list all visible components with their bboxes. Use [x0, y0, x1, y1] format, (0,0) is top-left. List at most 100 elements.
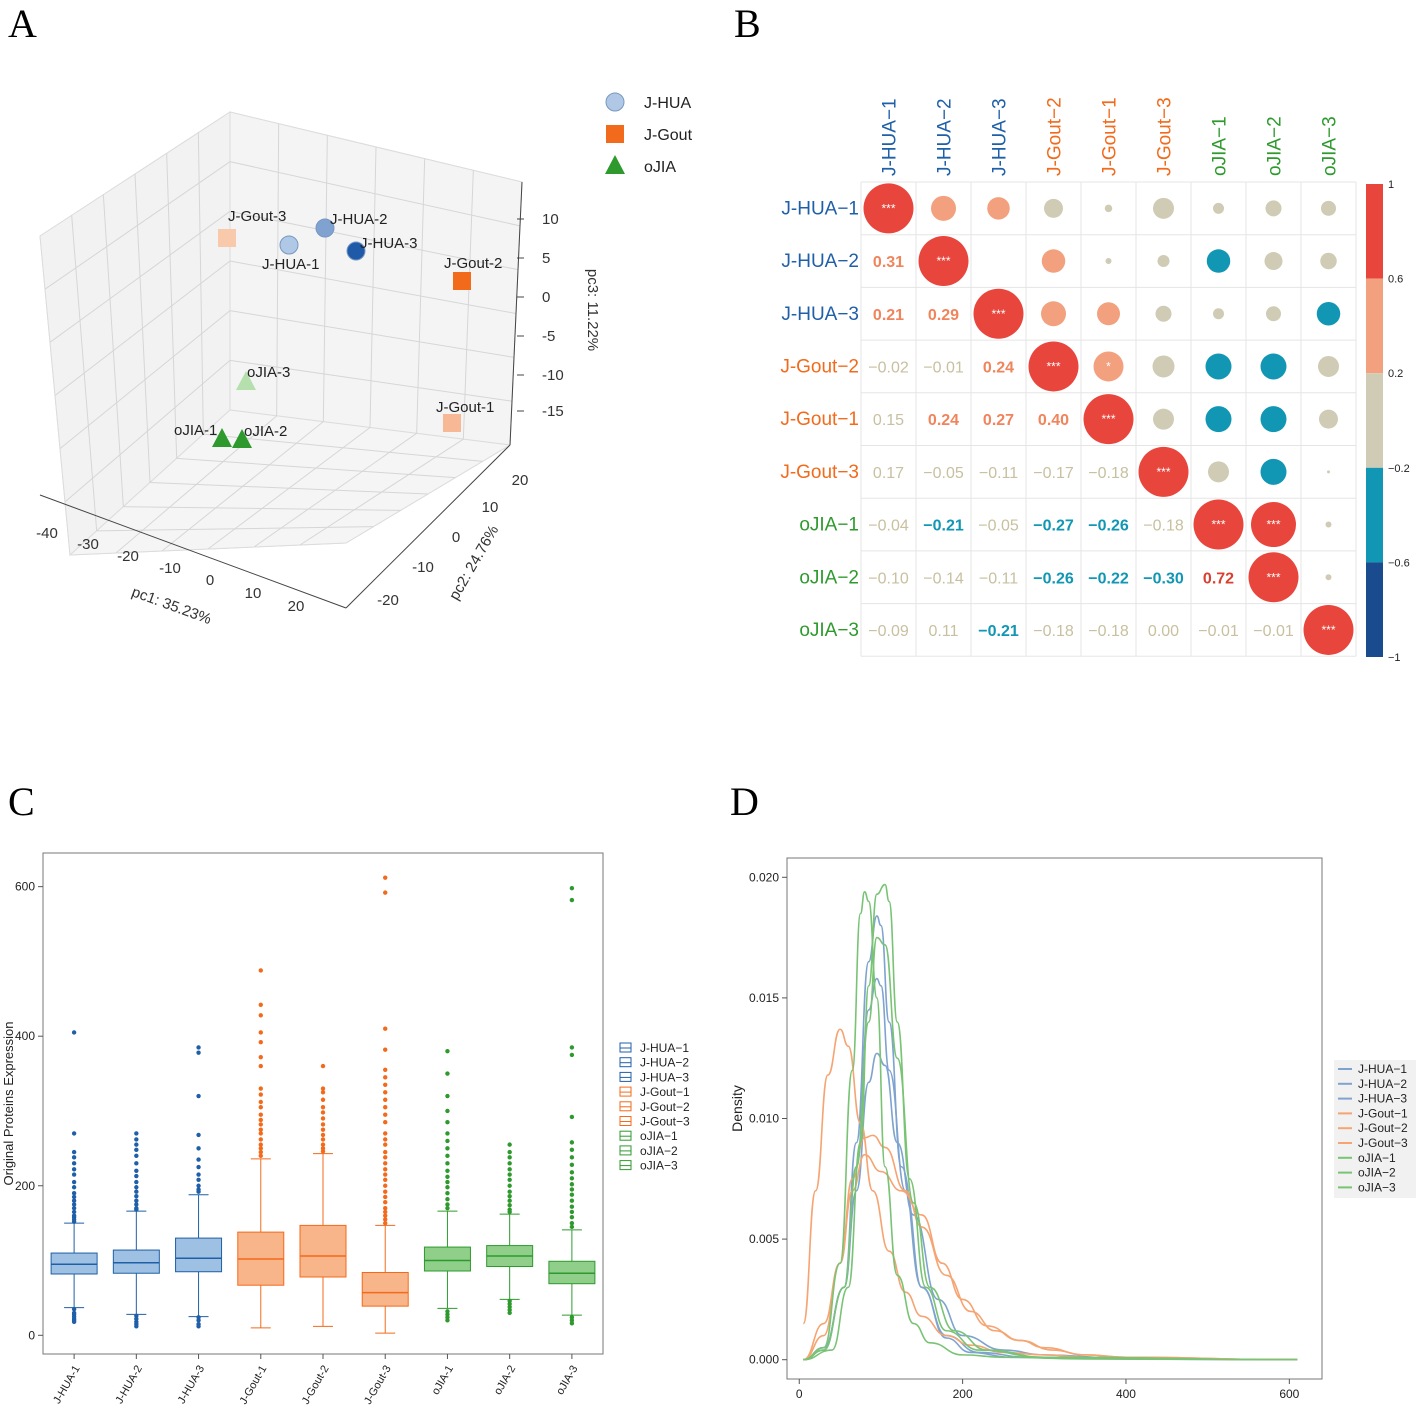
- box-outlier: [134, 1153, 139, 1159]
- pca-z-axis: [509, 181, 523, 446]
- corr-circle: [1325, 574, 1332, 581]
- pca-z-tick: 10: [542, 211, 559, 228]
- box-y-tick: 600: [15, 880, 35, 894]
- corr-row-label: oJIA−3: [799, 620, 859, 641]
- corr-value: 0.24: [983, 359, 1014, 376]
- box-outlier: [258, 968, 263, 973]
- density-legend-label: J-HUA−1: [1358, 1062, 1407, 1076]
- density-line: [803, 1052, 1298, 1361]
- box-outlier: [507, 1177, 512, 1182]
- corr-circle: [1041, 301, 1066, 327]
- box-y-label: Original Proteins Expression: [1, 1021, 16, 1185]
- corr-circle: [1266, 306, 1281, 322]
- legend-label: J-Gout: [644, 127, 693, 144]
- box-outlier: [383, 1194, 388, 1200]
- pca-point-label: J-HUA-1: [262, 256, 320, 273]
- box-outlier: [71, 1209, 77, 1215]
- pca-z-tick: -10: [542, 367, 564, 384]
- corr-circle: [1251, 502, 1296, 548]
- box-outlier: [383, 1161, 388, 1166]
- pca-grid-line: [203, 433, 483, 462]
- corr-row-label: oJIA−1: [799, 515, 859, 536]
- legend-marker-jgout: [606, 125, 624, 143]
- box-outlier: [71, 1131, 77, 1136]
- corr-value: −0.26: [1088, 518, 1129, 535]
- box-outlier: [445, 1185, 450, 1190]
- box-outlier: [383, 1189, 388, 1194]
- box-outlier: [196, 1183, 201, 1188]
- density-legend-label: oJIA−1: [1358, 1151, 1396, 1165]
- box-outlier: [258, 1002, 263, 1007]
- colorbar-tick: 0.2: [1388, 368, 1403, 380]
- corr-value: −0.11: [979, 570, 1018, 587]
- box-outlier: [383, 1119, 388, 1125]
- box-outlier: [569, 1155, 575, 1160]
- corr-row-label: J-HUA−2: [781, 251, 859, 272]
- pca-legend: J-HUA J-Gout oJIA: [605, 92, 693, 176]
- box-outlier: [134, 1207, 139, 1212]
- box-legend-key: [619, 1057, 632, 1068]
- density-y-tick: 0.010: [749, 1112, 779, 1126]
- box-outlier: [134, 1142, 139, 1147]
- corr-col-label: oJIA−2: [1265, 116, 1286, 176]
- box-outlier: [445, 1093, 450, 1099]
- box-outlier: [320, 1105, 326, 1110]
- box-outlier: [196, 1146, 201, 1151]
- box-legend-label: oJIA−1: [640, 1129, 678, 1143]
- box-outlier: [71, 1167, 77, 1172]
- pca-x-tick: 10: [245, 585, 262, 602]
- corr-value: −0.01: [923, 359, 964, 376]
- box-outlier: [71, 1219, 77, 1224]
- box-outlier: [383, 1172, 388, 1177]
- corr-value: −0.18: [1033, 623, 1074, 640]
- box-outlier: [383, 1067, 388, 1073]
- corr-circle: [1264, 252, 1283, 271]
- pca-y-tick: 20: [512, 472, 529, 489]
- corr-circle: [1152, 355, 1175, 378]
- corr-col-label: J-HUA−1: [880, 98, 901, 176]
- corr-value: 0.17: [873, 465, 904, 482]
- box-outlier: [71, 1202, 77, 1207]
- box-x-tick: oJIA-1: [430, 1364, 456, 1398]
- corr-row-label: J-Gout−1: [780, 409, 859, 430]
- corr-circle: [1093, 351, 1124, 382]
- colorbar-tick: −0.6: [1388, 557, 1410, 569]
- corr-value: −0.18: [1143, 518, 1184, 535]
- box-legend-label: J-Gout−3: [640, 1115, 690, 1129]
- colorbar-segment: [1366, 562, 1383, 657]
- box-outlier: [71, 1194, 77, 1200]
- pca-y-tick: 0: [452, 529, 460, 546]
- box-outlier: [383, 1131, 388, 1136]
- box-outlier: [196, 1318, 201, 1323]
- colorbar-segment: [1366, 373, 1383, 468]
- pca-point-jhua: [279, 235, 299, 255]
- box-outlier: [383, 1217, 388, 1222]
- corr-value: 0.40: [1038, 412, 1069, 429]
- box-outlier: [258, 1142, 263, 1147]
- box-outlier: [258, 1063, 263, 1069]
- corr-col-label: J-Gout−2: [1045, 97, 1066, 176]
- box-outlier: [383, 1149, 388, 1155]
- box-outlier: [258, 1146, 263, 1151]
- box-outlier: [569, 897, 575, 903]
- box-outlier: [258, 1153, 263, 1159]
- pca-point-label: J-HUA-3: [360, 235, 418, 252]
- corr-value: 0.27: [983, 412, 1014, 429]
- box-outlier: [445, 1146, 450, 1151]
- corr-circle: [1104, 204, 1113, 213]
- box-outlier: [569, 1170, 575, 1175]
- pca-point-jgout: [218, 229, 236, 247]
- box-outlier: [320, 1110, 326, 1115]
- box-outlier: [507, 1155, 512, 1160]
- corr-circle: [1155, 305, 1172, 322]
- corr-value: 0.29: [928, 307, 959, 324]
- corr-value: −0.30: [1143, 570, 1184, 587]
- box-outlier: [383, 1183, 388, 1188]
- corr-value: −0.22: [1088, 570, 1129, 587]
- density-y-label: Density: [729, 1085, 745, 1132]
- box-outlier: [134, 1189, 139, 1194]
- pca-x-tick: -30: [77, 536, 99, 553]
- corr-col-label: J-HUA−2: [935, 98, 956, 176]
- density-y-tick: 0.000: [749, 1353, 779, 1367]
- density-legend-label: J-HUA−3: [1358, 1092, 1407, 1106]
